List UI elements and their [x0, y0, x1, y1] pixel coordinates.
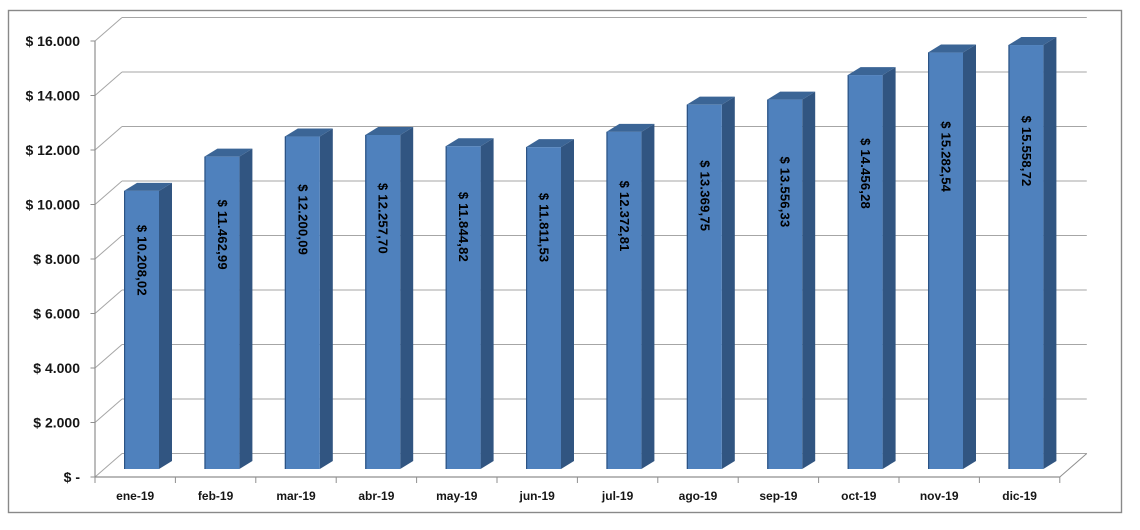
gridline-depth-connector: [94, 17, 123, 42]
bar-top-face: [686, 96, 735, 105]
bar-top-face: [445, 138, 494, 147]
bar-top-face: [204, 148, 253, 157]
gridline-depth-connector: [94, 398, 123, 423]
bar-value-label: $ 13.369,75: [697, 160, 712, 231]
y-axis-label: $ 8.000: [33, 251, 80, 267]
bar-ene-19[interactable]: $ 10.208,02: [123, 182, 172, 469]
bar-front-face: [1008, 45, 1044, 470]
bar-top-face: [124, 182, 172, 191]
bar-value-label: $ 12.372,81: [617, 181, 632, 252]
bar-mar-19[interactable]: $ 12.200,09: [284, 128, 333, 469]
bar-side-face: [400, 126, 414, 470]
bar-jun-19[interactable]: $ 11.811,53: [525, 139, 574, 469]
gridline-depth-connector: [94, 235, 123, 260]
bar-top-face: [284, 128, 333, 137]
x-axis-label-dic-19: dic-19: [1002, 489, 1037, 503]
bar-value-label: $ 11.844,82: [456, 192, 471, 262]
bar-front-face: [686, 104, 722, 469]
gridline-depth-connector: [94, 180, 123, 205]
bar-top-face: [767, 91, 816, 100]
bar-front-face: [204, 156, 240, 469]
gridline-depth-connector: [94, 453, 123, 478]
bar-side-face: [319, 128, 333, 469]
x-axis-label-abr-19: abr-19: [358, 489, 394, 503]
bar-side-face: [561, 139, 574, 469]
y-axis-label: $ 2.000: [33, 415, 80, 431]
bar-value-label: $ 15.558,72: [1019, 116, 1034, 187]
bar-top-face: [526, 139, 574, 148]
bar-top-face: [606, 123, 655, 132]
bar-side-face: [1043, 37, 1057, 470]
bar-side-face: [963, 44, 976, 470]
x-axis-label-sep-19: sep-19: [759, 489, 797, 503]
x-axis-label-ene-19: ene-19: [116, 489, 154, 503]
bar-front-face: [606, 131, 642, 469]
bar-front-face: [445, 146, 481, 470]
gridline-depth-connector: [94, 289, 123, 314]
bar-dic-19[interactable]: $ 15.558,72: [1008, 37, 1057, 470]
bar-side-face: [802, 91, 816, 470]
y-axis-label: $ -: [64, 469, 81, 485]
x-axis-label-jul-19: jul-19: [601, 489, 634, 503]
bar-value-label: $ 10.208,02: [134, 225, 149, 296]
bar-value-label: $ 12.257,70: [376, 183, 391, 254]
bar-value-label: $ 14.456,28: [858, 138, 873, 209]
bar-feb-19[interactable]: $ 11.462,99: [204, 148, 253, 469]
gridline-depth-connector: [94, 126, 123, 151]
bar-value-label: $ 12.200,09: [295, 184, 310, 255]
bar-side-face: [641, 123, 655, 469]
x-axis-label-nov-19: nov-19: [920, 489, 959, 503]
bar-front-face: [284, 136, 320, 469]
gridline-depth-connector: [94, 71, 123, 96]
floor-right-edge: [1059, 453, 1088, 478]
bar-top-face: [1008, 37, 1057, 46]
bar-front-face: [365, 134, 401, 470]
bar-front-face: [847, 75, 883, 469]
y-axis-label: $ 14.000: [26, 88, 81, 104]
bar-oct-19[interactable]: $ 14.456,28: [847, 67, 896, 469]
bar-side-face: [480, 138, 494, 470]
bar-front-face: [767, 99, 803, 470]
bar-top-face: [847, 67, 896, 76]
x-axis-label-ago-19: ago-19: [679, 489, 718, 503]
bar-value-label: $ 15.282,54: [938, 121, 953, 192]
x-axis-label-jun-19: jun-19: [519, 489, 556, 503]
bar-value-label: $ 11.462,99: [215, 200, 230, 270]
y-axis-label: $ 16.000: [26, 33, 81, 49]
y-axis-label: $ 12.000: [26, 142, 81, 158]
bar-ago-19[interactable]: $ 13.369,75: [686, 96, 735, 469]
x-axis-label-mar-19: mar-19: [276, 489, 316, 503]
x-axis-label-oct-19: oct-19: [841, 489, 877, 503]
x-axis-label-may-19: may-19: [436, 489, 478, 503]
bar-top-face: [928, 44, 976, 53]
bar-side-face: [159, 182, 172, 469]
y-axis-label: $ 10.000: [26, 197, 81, 213]
bar-jul-19[interactable]: $ 12.372,81: [606, 123, 655, 469]
x-axis-label-feb-19: feb-19: [198, 489, 234, 503]
y-axis-label: $ 4.000: [33, 360, 80, 376]
bar-side-face: [239, 148, 253, 469]
bar-side-face: [882, 67, 896, 469]
bar-may-19[interactable]: $ 11.844,82: [445, 138, 494, 470]
bar-value-label: $ 13.556,33: [778, 156, 793, 227]
y-axis-label: $ 6.000: [33, 306, 80, 322]
bar-abr-19[interactable]: $ 12.257,70: [365, 126, 414, 470]
bar-front-face: [124, 190, 159, 469]
bar-front-face: [928, 52, 963, 470]
gridline-depth-connector: [94, 344, 123, 369]
bar-sep-19[interactable]: $ 13.556,33: [767, 91, 816, 470]
bar-top-face: [365, 126, 414, 135]
bar-side-face: [721, 96, 735, 469]
bar-value-label: $ 11.811,53: [536, 193, 551, 262]
bar-nov-19[interactable]: $ 15.282,54: [927, 44, 976, 470]
bar-front-face: [526, 147, 561, 469]
